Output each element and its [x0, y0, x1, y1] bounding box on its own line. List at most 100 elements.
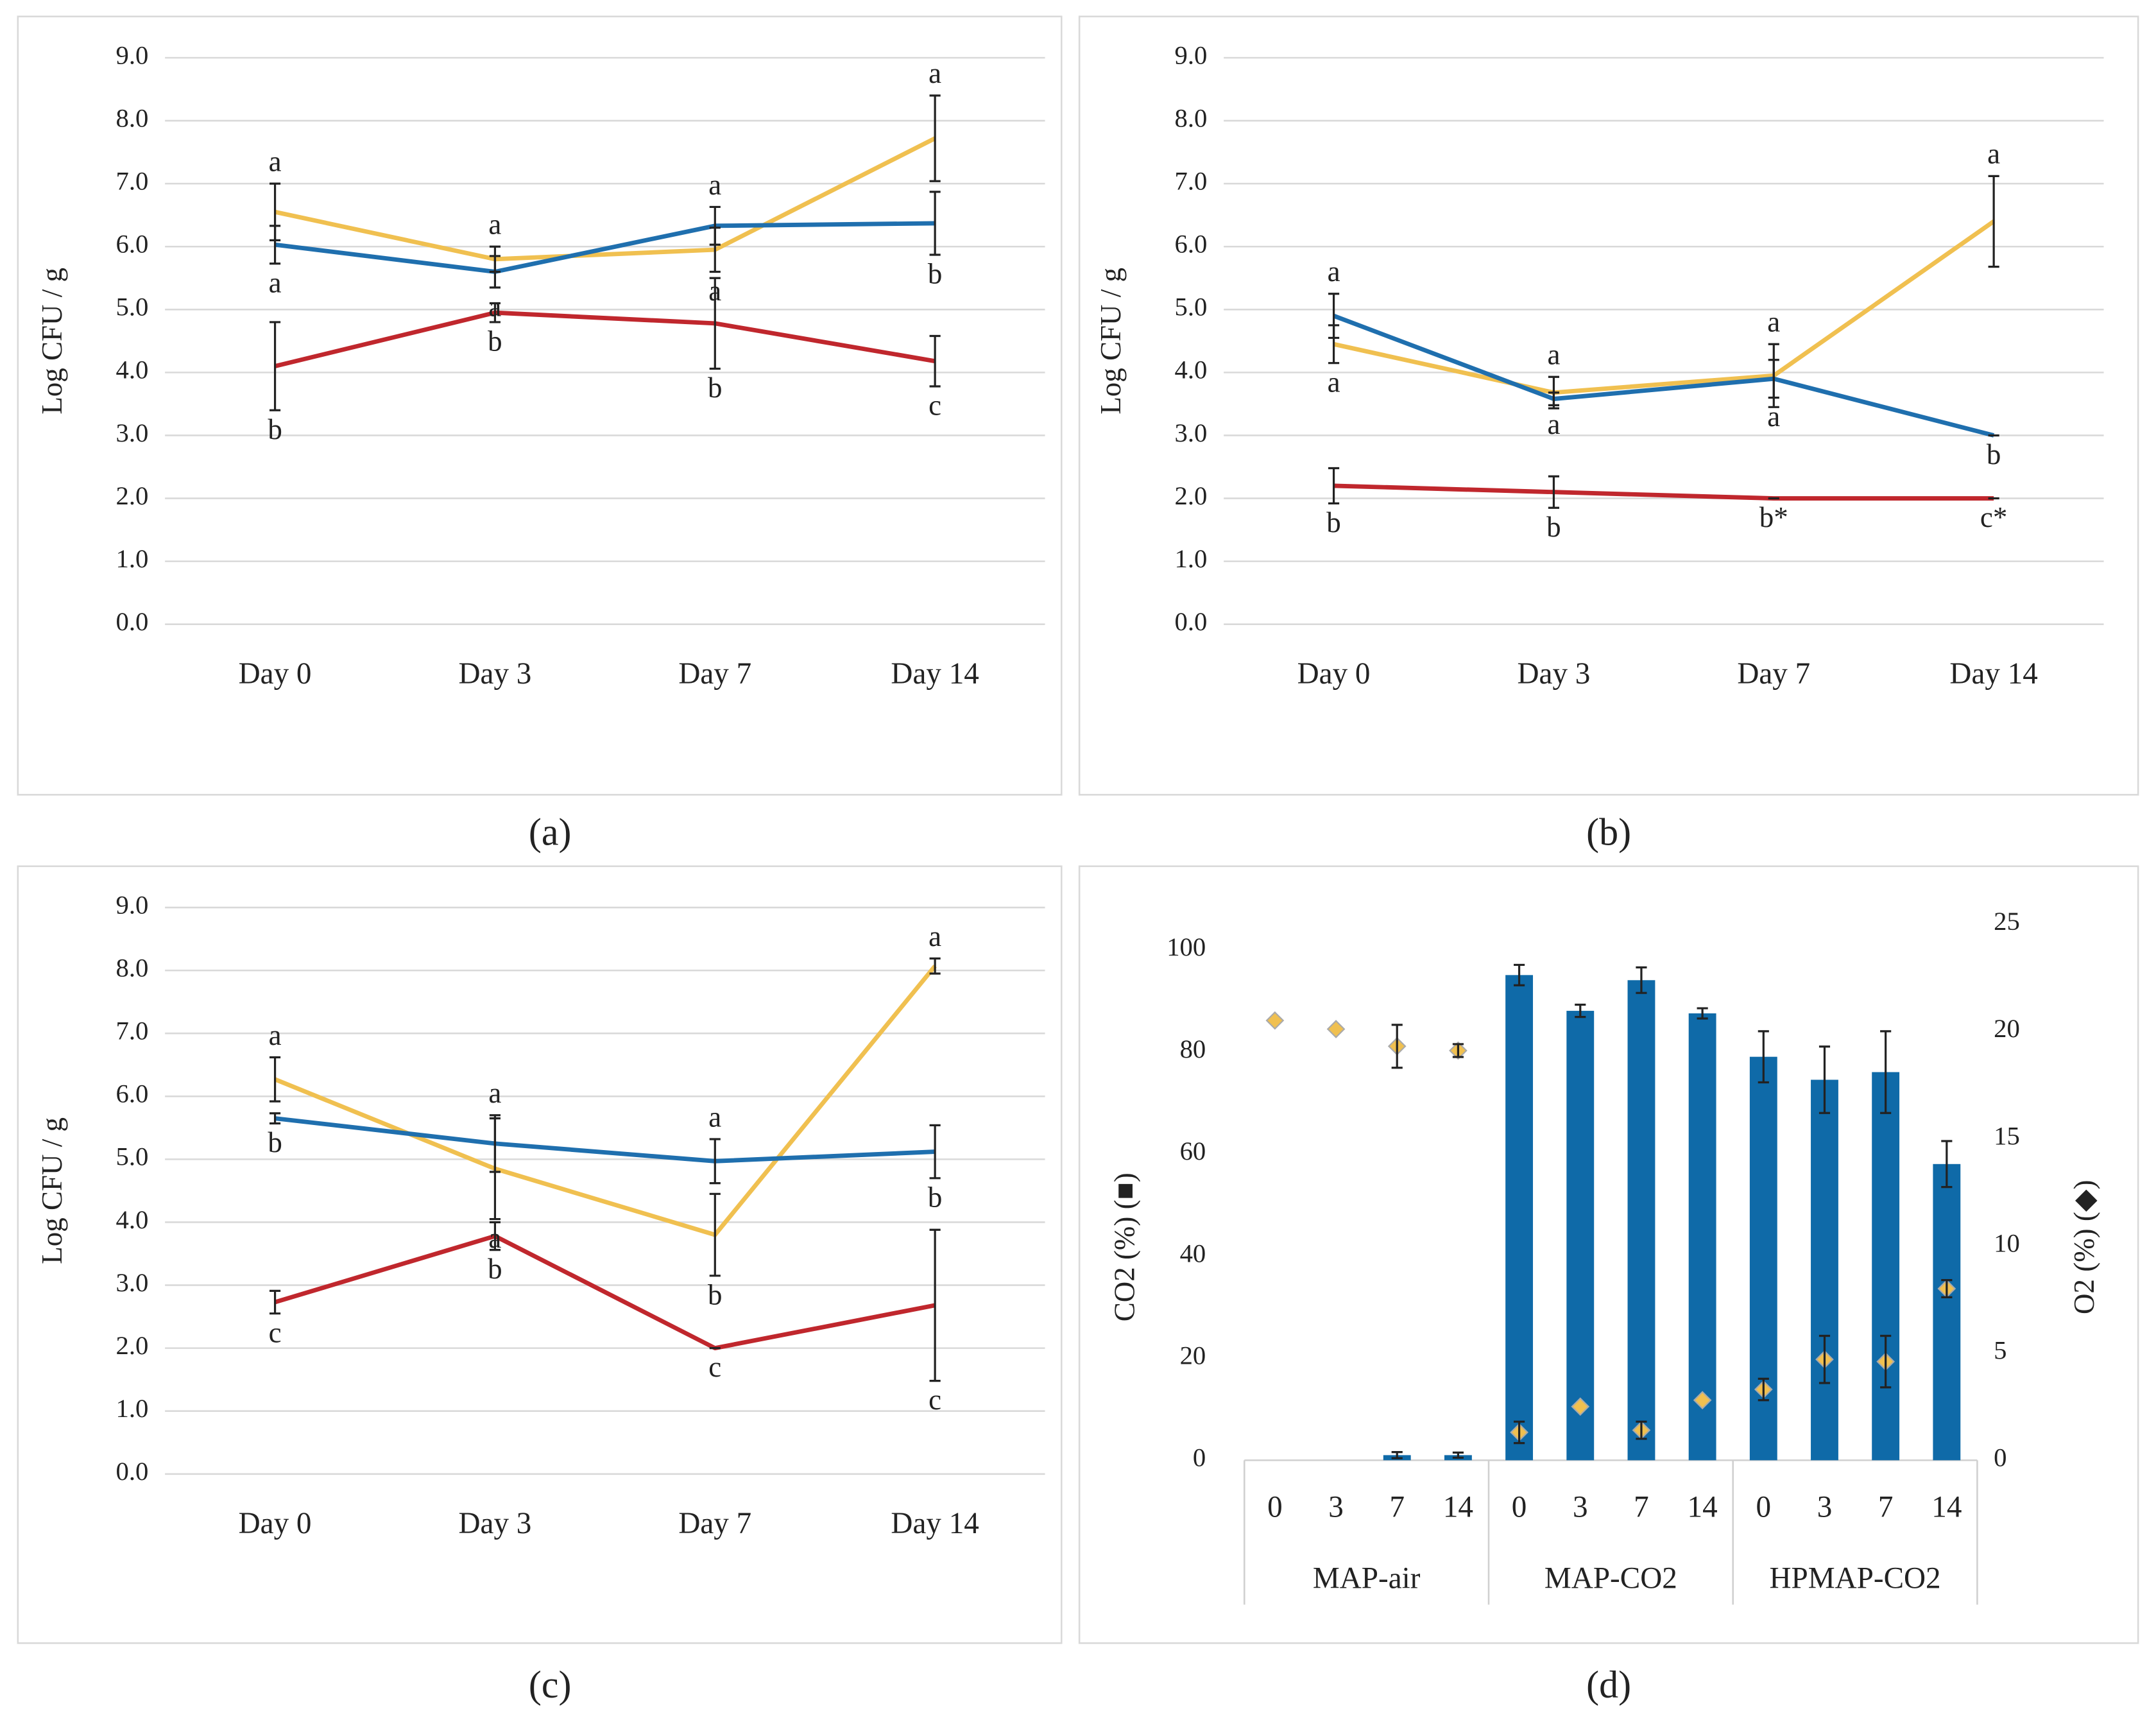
x-tick-label: Day 0 — [239, 657, 312, 691]
x-tick-label: 14 — [1931, 1490, 1962, 1524]
significance-letter: a — [488, 1077, 501, 1109]
y-tick-label: 9.0 — [116, 40, 149, 69]
significance-letter: a — [708, 1101, 721, 1133]
panel-frame — [17, 15, 1063, 796]
error-bar — [929, 94, 941, 182]
panel-caption: (b) — [1586, 811, 1631, 853]
error-bar — [1818, 1334, 1831, 1384]
panel: 0.0 1.0 2.0 3.0 4.0 5.0 6.0 7.0 8.0 9.0 Log CFU / … — [17, 15, 1063, 853]
y-tick-label: 0.0 — [1175, 607, 1208, 636]
group-label: HPMAP-CO2 — [1770, 1562, 1941, 1595]
x-tick-label: Day 14 — [1949, 657, 2037, 691]
error-bar — [270, 1289, 281, 1315]
panel-frame — [1078, 865, 2139, 1644]
y-tick-label: 2.0 — [116, 1331, 149, 1360]
y-axis-label: Log CFU / g — [36, 268, 68, 415]
y-tick-label: 9.0 — [1175, 40, 1208, 69]
significance-letter: a — [928, 920, 941, 952]
significance-letter: c — [928, 390, 941, 422]
error-bar — [489, 1114, 501, 1173]
significance-letter: a — [488, 209, 501, 241]
bar — [1933, 1164, 1961, 1461]
series-line — [1333, 313, 1994, 438]
y-tick-label: 8.0 — [1175, 103, 1208, 132]
y-tick-label: 7.0 — [116, 166, 149, 195]
significance-letter: b* — [1759, 501, 1788, 533]
y-tick-label: 0.0 — [116, 607, 149, 636]
significance-letter: b — [928, 258, 943, 290]
y2-axis-label: O2 (%) (◆) — [2068, 1180, 2100, 1314]
x-tick-label: Day 14 — [891, 657, 979, 691]
x-tick-label: Day 0 — [239, 1507, 312, 1540]
y-tick-label: 80 — [1180, 1035, 1206, 1063]
error-bar — [1818, 1045, 1831, 1114]
significance-letter: c — [928, 1384, 941, 1416]
x-tick-label: Day 14 — [891, 1507, 979, 1540]
error-bar — [929, 1228, 941, 1382]
significance-letter: a — [1547, 339, 1560, 371]
error-bar — [1758, 1377, 1769, 1402]
y-tick-label: 9.0 — [116, 890, 149, 919]
y-tick-label: 6.0 — [116, 230, 149, 259]
y-tick-label: 5.0 — [116, 1142, 149, 1171]
error-bar — [1514, 963, 1525, 986]
x-tick-label: Day 3 — [458, 657, 531, 691]
y-tick-label: 3.0 — [1175, 418, 1208, 447]
significance-letter: a — [1328, 366, 1340, 398]
significance-letter: b — [708, 1278, 723, 1310]
x-tick-label: 7 — [1878, 1490, 1894, 1524]
error-bar — [1988, 175, 1999, 268]
x-tick-label: Day 7 — [1737, 657, 1810, 691]
x-tick-label: 0 — [1756, 1490, 1772, 1524]
y-tick-label: 20 — [1180, 1341, 1206, 1370]
x-tick-label: 14 — [1688, 1490, 1718, 1524]
error-bar — [1328, 293, 1340, 339]
error-bar — [709, 205, 721, 246]
bar — [1566, 1011, 1595, 1461]
bar — [1872, 1072, 1900, 1461]
y2-tick-label: 25 — [1994, 907, 2020, 936]
y-tick-label: 7.0 — [116, 1017, 149, 1045]
group-label: MAP-CO2 — [1544, 1562, 1677, 1595]
error-bar — [1452, 1043, 1464, 1058]
y-tick-label: 6.0 — [1175, 230, 1208, 259]
y-tick-label: 3.0 — [116, 1268, 149, 1297]
y2-tick-label: 5 — [1994, 1336, 2006, 1365]
series-line — [274, 136, 936, 262]
y-tick-label: 4.0 — [116, 1205, 149, 1234]
diamond-marker — [1265, 1011, 1285, 1030]
error-bar — [1941, 1140, 1953, 1189]
panel-frame — [1078, 15, 2139, 796]
error-bar — [1328, 467, 1340, 504]
significance-letter: b — [1987, 438, 2001, 470]
y2-tick-label: 15 — [1994, 1121, 2020, 1150]
error-bar — [1548, 391, 1559, 406]
error-bar — [489, 302, 501, 323]
x-tick-label: Day 3 — [1517, 657, 1590, 691]
y-tick-label: 0.0 — [116, 1457, 149, 1486]
significance-letter: b — [268, 413, 282, 445]
significance-letter: a — [488, 1222, 501, 1254]
panel-caption: (d) — [1586, 1663, 1631, 1706]
y2-tick-label: 0 — [1994, 1443, 2006, 1472]
y-tick-label: 1.0 — [116, 544, 149, 573]
bar — [1688, 1013, 1716, 1461]
error-bar — [709, 277, 721, 370]
error-bar — [1391, 1451, 1403, 1459]
panel: 0 20 40 60 80 100 0 5 10 15 20 25 CO2 (%) (■) O2 (%) … — [1078, 865, 2139, 1706]
error-bar — [1514, 1420, 1525, 1445]
y-tick-label: 1.0 — [1175, 544, 1208, 573]
significance-letter: a — [708, 275, 721, 307]
significance-letter: b — [1326, 506, 1341, 538]
error-bar — [1636, 1420, 1647, 1440]
significance-letter: b — [708, 372, 723, 404]
y-tick-label: 40 — [1180, 1239, 1206, 1267]
x-tick-label: 3 — [1573, 1490, 1588, 1524]
x-tick-label: Day 0 — [1297, 657, 1371, 691]
significance-letter: c — [708, 1351, 721, 1383]
significance-letter: a — [1767, 400, 1780, 433]
series-line — [274, 1233, 936, 1351]
significance-letter: c* — [1980, 501, 2007, 533]
